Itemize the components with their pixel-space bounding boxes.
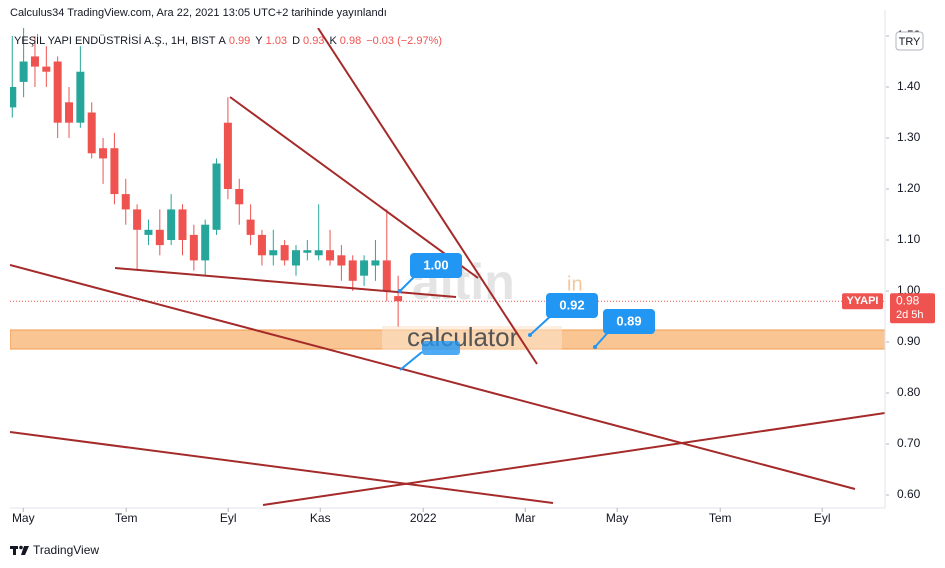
candle-body [189,234,198,261]
change: −0.03 (−2.97%) [366,35,443,47]
x-tick-label: Kas [310,511,331,525]
tv-logo [10,545,29,555]
candle-body [314,250,323,256]
y-tick-label: 0.80 [897,385,921,399]
callout-label: 0.89 [616,313,641,328]
currency-box [895,31,924,51]
candle-body [360,260,369,276]
callout-label: 1.00 [423,257,448,272]
callout-box [410,253,462,278]
y-tick-label: 0.70 [897,436,921,450]
candle-body [291,250,300,266]
candle-body [269,250,278,256]
candle-body [257,234,266,256]
x-tick-label: Tem [115,511,138,525]
candle-body [19,61,28,82]
callout-anchor [593,345,597,349]
ohlc-label: Y [255,35,263,47]
candle-body [178,209,187,241]
ohlc-label: D [292,35,301,47]
candle-body [382,260,391,292]
watermark-text: in [567,273,583,295]
y-tick-label: 0.90 [897,334,921,348]
candle-body [99,148,108,159]
candle-body [394,296,403,302]
x-tick-label: Eyl [814,511,831,525]
candle-body [133,209,142,230]
x-tick-label: Mar [515,511,536,525]
callout-anchor [398,289,402,293]
callout-box [422,341,460,355]
y-tick-label: 1.40 [897,79,921,93]
price-tag [890,293,935,324]
candle-body [201,224,210,261]
candle-body [76,71,85,123]
candle-body [87,112,96,154]
footer: TradingView [33,543,100,557]
callout-box [546,293,598,318]
y-tick-label: 1.30 [897,130,921,144]
x-tick-label: Tem [709,511,732,525]
ohlc-label: K [329,35,337,47]
ohlc-value: 0.93 [303,35,325,47]
y-tick-label: 1.10 [897,232,921,246]
x-tick-label: May [12,511,35,525]
candle-body [110,148,119,195]
candle-body [348,260,357,281]
y-tick-label: 1.20 [897,181,921,195]
countdown: 2d 5h [896,309,924,321]
ohlc-value: 0.99 [228,35,251,47]
candle-body [65,102,74,123]
candle-body [337,255,346,266]
candle-body [326,250,335,261]
callout-box [603,309,655,334]
candle-body [371,260,380,266]
candle-body [246,219,255,235]
x-tick-label: 2022 [410,511,437,525]
candle-body [121,194,130,210]
y-tick-label: 0.60 [897,487,921,501]
candle-body [144,229,153,235]
candle-body [10,87,17,108]
x-tick-label: May [606,511,629,525]
symbol-label: YYAPI [846,295,878,307]
x-tick-label: Eyl [220,511,237,525]
candle-body [235,189,244,205]
ohlc-label: A [218,35,226,47]
legend-title: YEŞİL YAPI ENDÜSTRİSİ A.Ş., 1H, BIST [14,35,216,47]
candle-body [223,122,232,190]
candle-body [212,163,221,230]
candle-body [53,61,62,123]
trend-line [10,264,856,490]
trend-line [317,28,538,365]
candle-body [42,66,51,72]
callout-label: 0.92 [559,297,584,312]
trend-line [262,412,885,506]
trend-line [114,267,457,298]
candle-body [155,229,164,246]
price-label: 0.98 [896,293,920,307]
ohlc-value: 0.98 [339,35,362,47]
trend-line [10,431,554,504]
symbol-tag [842,293,883,310]
legend: YEŞİL YAPI ENDÜSTRİSİ A.Ş., 1H, BIST A 0.… [14,35,444,47]
watermark [382,326,562,350]
callout-anchor [528,333,532,337]
currency: TRY [899,36,921,48]
trend-line [229,96,479,279]
candle-body [303,250,312,253]
ohlc-value: 1.03 [265,35,288,47]
callout-pointer [399,351,423,371]
header: Calculus34 TradingView.com, Ara 22, 2021… [10,7,387,19]
candle-body [280,245,289,261]
candle-body [167,209,176,241]
candle-body [30,56,39,67]
